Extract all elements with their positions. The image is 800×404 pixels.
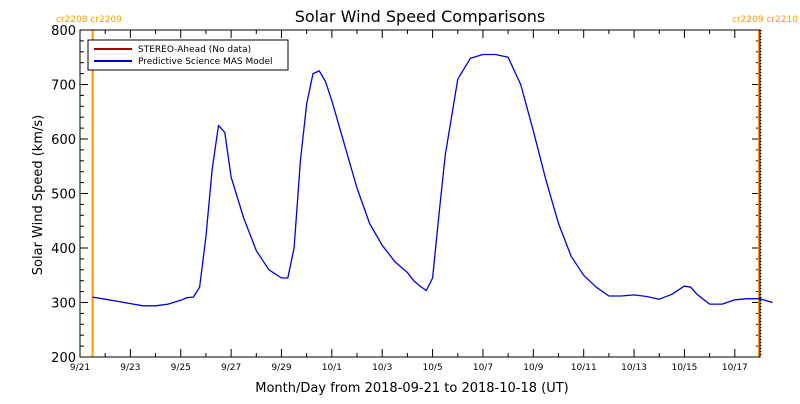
legend-label-stereo: STEREO-Ahead (No data)	[138, 45, 251, 55]
x-tick-label: 10/1	[322, 363, 342, 373]
x-tick-label: 9/21	[70, 363, 90, 373]
x-tick-label: 10/15	[671, 363, 697, 373]
x-tick-label: 10/5	[422, 363, 442, 373]
x-tick-label: 9/27	[221, 363, 241, 373]
y-tick-label: 700	[51, 79, 76, 94]
y-tick-label: 200	[51, 351, 76, 366]
x-tick-label: 10/11	[571, 363, 597, 373]
legend: STEREO-Ahead (No data) Predictive Scienc…	[87, 39, 289, 71]
plot-area-frame	[79, 29, 761, 358]
x-tick-label: 10/3	[372, 363, 392, 373]
x-tick-label: 10/7	[473, 363, 493, 373]
x-tick-label: 10/17	[722, 363, 748, 373]
series-layer	[92, 53, 773, 307]
x-tick-label: 9/23	[120, 363, 140, 373]
y-tick-label: 400	[51, 242, 76, 257]
rotation-marker-label: cr2209 cr2210	[732, 15, 798, 25]
x-tick-label: 9/29	[271, 363, 291, 373]
axis-ticks-layer: 200 300 400 500 600 700 800 9/21 9/23 9/25 9/27 9/2…	[51, 24, 760, 373]
legend-label-mas-model: Predictive Science MAS Model	[138, 57, 273, 67]
x-axis-label: Month/Day from 2018-09-21 to 2018-10-18 …	[255, 381, 568, 396]
y-tick-label: 600	[51, 133, 76, 148]
rotation-markers-layer: cr2208 cr2209 cr2209 cr2210	[56, 15, 798, 357]
legend-box	[87, 39, 289, 71]
y-tick-label: 500	[51, 188, 76, 203]
rotation-marker-label: cr2208 cr2209	[56, 15, 122, 25]
x-tick-label: 9/25	[171, 363, 191, 373]
chart-title: Solar Wind Speed Comparisons	[295, 7, 546, 26]
y-tick-label: 300	[51, 297, 76, 312]
y-tick-label: 800	[51, 24, 76, 39]
y-axis-label: Solar Wind Speed (km/s)	[31, 115, 46, 275]
x-tick-label: 10/9	[523, 363, 543, 373]
series-line-mas-model	[92, 53, 773, 307]
x-tick-label: 10/13	[621, 363, 647, 373]
